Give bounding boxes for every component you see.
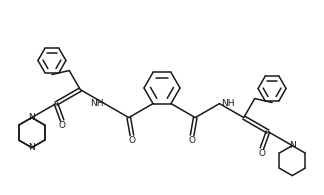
- Text: O: O: [128, 136, 135, 145]
- Text: N: N: [29, 143, 35, 152]
- Text: N: N: [29, 113, 35, 122]
- Text: N: N: [289, 141, 295, 150]
- Text: O: O: [59, 121, 66, 130]
- Text: NH: NH: [90, 99, 103, 108]
- Text: O: O: [189, 136, 196, 145]
- Text: NH: NH: [221, 99, 234, 108]
- Text: O: O: [258, 149, 265, 158]
